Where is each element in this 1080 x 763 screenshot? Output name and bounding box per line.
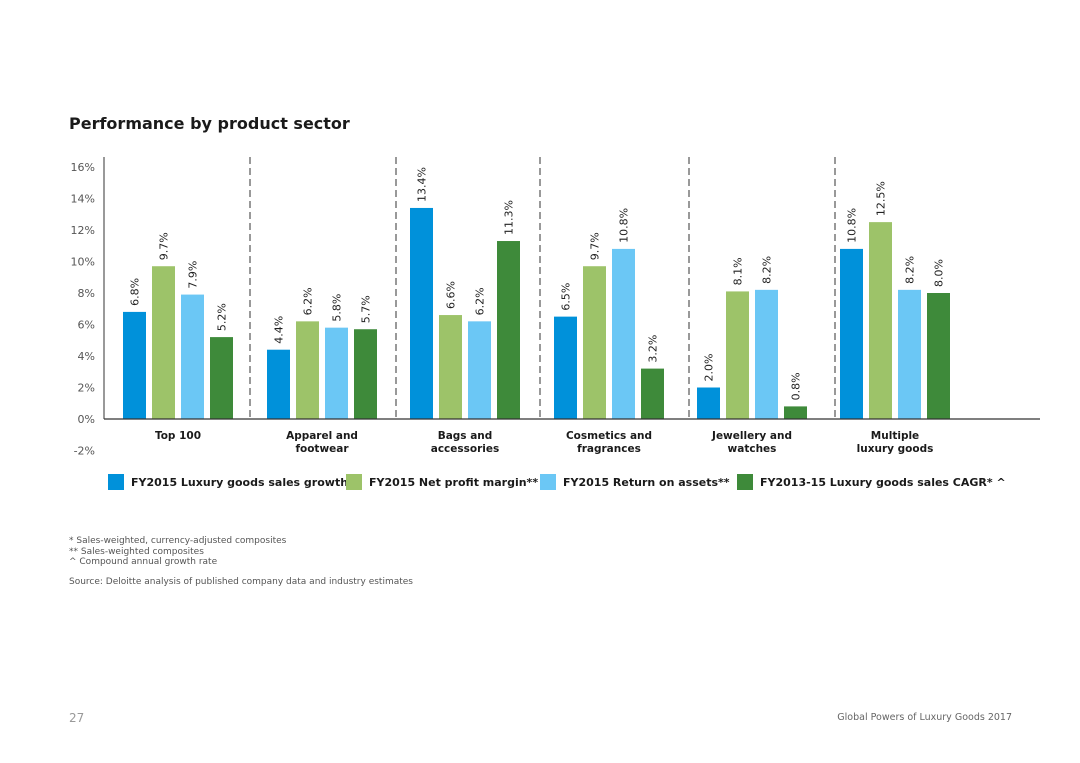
legend-item-sales-cagr: FY2013-15 Luxury goods sales CAGR* ^ [737, 474, 1006, 490]
bar [869, 222, 892, 419]
legend-label: FY2013-15 Luxury goods sales CAGR* ^ [760, 475, 1006, 489]
bar [181, 294, 204, 419]
bar-value-label: 12.5% [875, 181, 888, 216]
bar-value-label: 5.7% [360, 295, 373, 323]
bar-value-label: 5.8% [331, 294, 344, 322]
bar-value-label: 3.2% [647, 335, 660, 363]
y-tick-label: 12% [71, 224, 95, 237]
y-tick-label: 2% [78, 382, 95, 395]
category-label: footwear [295, 443, 349, 455]
bar-value-label: 6.8% [129, 278, 142, 306]
legend-item-return-on-assets: FY2015 Return on assets** [540, 474, 730, 490]
y-tick-label: 10% [71, 256, 95, 269]
footnote: ^ Compound annual growth rate [69, 557, 218, 567]
bar [927, 293, 950, 419]
bar-value-label: 6.5% [560, 283, 573, 311]
bar [554, 316, 577, 419]
legend-swatch [108, 474, 124, 490]
y-tick-label: 0% [78, 413, 95, 426]
bar-value-label: 9.7% [158, 232, 171, 260]
bar [410, 207, 433, 419]
bar [210, 337, 233, 419]
category-label: watches [728, 443, 777, 455]
legend-label: FY2015 Luxury goods sales growth* [131, 475, 354, 489]
y-tick-label: 8% [78, 287, 95, 300]
footnotes: * Sales-weighted, currency-adjusted comp… [69, 536, 286, 568]
bar [439, 315, 462, 419]
category-label: Bags and [438, 430, 493, 442]
page-number: 27 [69, 711, 85, 725]
legend-item-sales-growth: FY2015 Luxury goods sales growth* [108, 474, 354, 490]
bar [468, 321, 491, 419]
y-tick-label: -2% [74, 445, 95, 458]
y-tick-label: 6% [78, 319, 95, 332]
legend-swatch [540, 474, 556, 490]
footnote: * Sales-weighted, currency-adjusted comp… [69, 536, 287, 546]
bar [354, 329, 377, 419]
chart-title: Performance by product sector [69, 114, 350, 133]
bar [583, 266, 606, 419]
bar-value-label: 8.2% [904, 256, 917, 284]
bar [267, 349, 290, 419]
bar-value-label: 10.8% [618, 208, 631, 243]
bar [497, 241, 520, 419]
bar-value-label: 0.8% [790, 372, 803, 400]
bar-value-label: 10.8% [846, 208, 859, 243]
bar-chart: -2% 0% 2% 4% 6% 8% 10% 12% 14% 16% 6.8% 4.4% 13.4% 6.… [71, 157, 1040, 458]
bar [152, 266, 175, 419]
bar-value-label: 13.4% [416, 167, 429, 202]
bar-value-label: 11.3% [503, 200, 516, 235]
bar-value-label: 6.6% [445, 281, 458, 309]
bar [784, 406, 807, 419]
bar [840, 248, 863, 419]
bar-value-label: 2.0% [703, 354, 716, 382]
bar [755, 289, 778, 419]
legend-swatch [346, 474, 362, 490]
y-tick-label: 16% [71, 161, 95, 174]
category-label: fragrances [577, 443, 641, 455]
bar-value-label: 9.7% [589, 232, 602, 260]
bar [325, 327, 348, 419]
bar [697, 387, 720, 419]
report-name: Global Powers of Luxury Goods 2017 [837, 712, 1012, 723]
category-label: Jewellery and [711, 430, 792, 442]
legend-label: FY2015 Net profit margin** [369, 475, 539, 489]
source-note: Source: Deloitte analysis of published c… [69, 577, 413, 587]
category-label: Multiple [871, 430, 919, 442]
bar-value-label: 5.2% [216, 303, 229, 331]
category-label: Apparel and [286, 430, 358, 442]
bar [296, 321, 319, 419]
bar [726, 291, 749, 419]
bar-value-label: 8.0% [933, 259, 946, 287]
bar-value-label: 8.1% [732, 257, 745, 285]
bar-value-label: 4.4% [273, 316, 286, 344]
legend-label: FY2015 Return on assets** [563, 475, 730, 489]
bar-value-label: 6.2% [474, 287, 487, 315]
bar [898, 289, 921, 419]
category-label: luxury goods [857, 443, 934, 455]
category-label: Cosmetics and [566, 430, 652, 442]
bar-value-label: 6.2% [302, 287, 315, 315]
legend-item-net-profit-margin: FY2015 Net profit margin** [346, 474, 538, 490]
footnote: ** Sales-weighted composites [69, 546, 204, 557]
bar [123, 311, 146, 419]
category-label: Top 100 [155, 430, 201, 442]
category-label: accessories [431, 443, 500, 455]
bar-value-label: 8.2% [761, 256, 774, 284]
y-tick-label: 4% [78, 350, 95, 363]
bar-value-label: 7.9% [187, 261, 200, 289]
bar [641, 368, 664, 419]
legend-swatch [737, 474, 753, 490]
bar [612, 248, 635, 419]
y-tick-label: 14% [71, 193, 95, 206]
